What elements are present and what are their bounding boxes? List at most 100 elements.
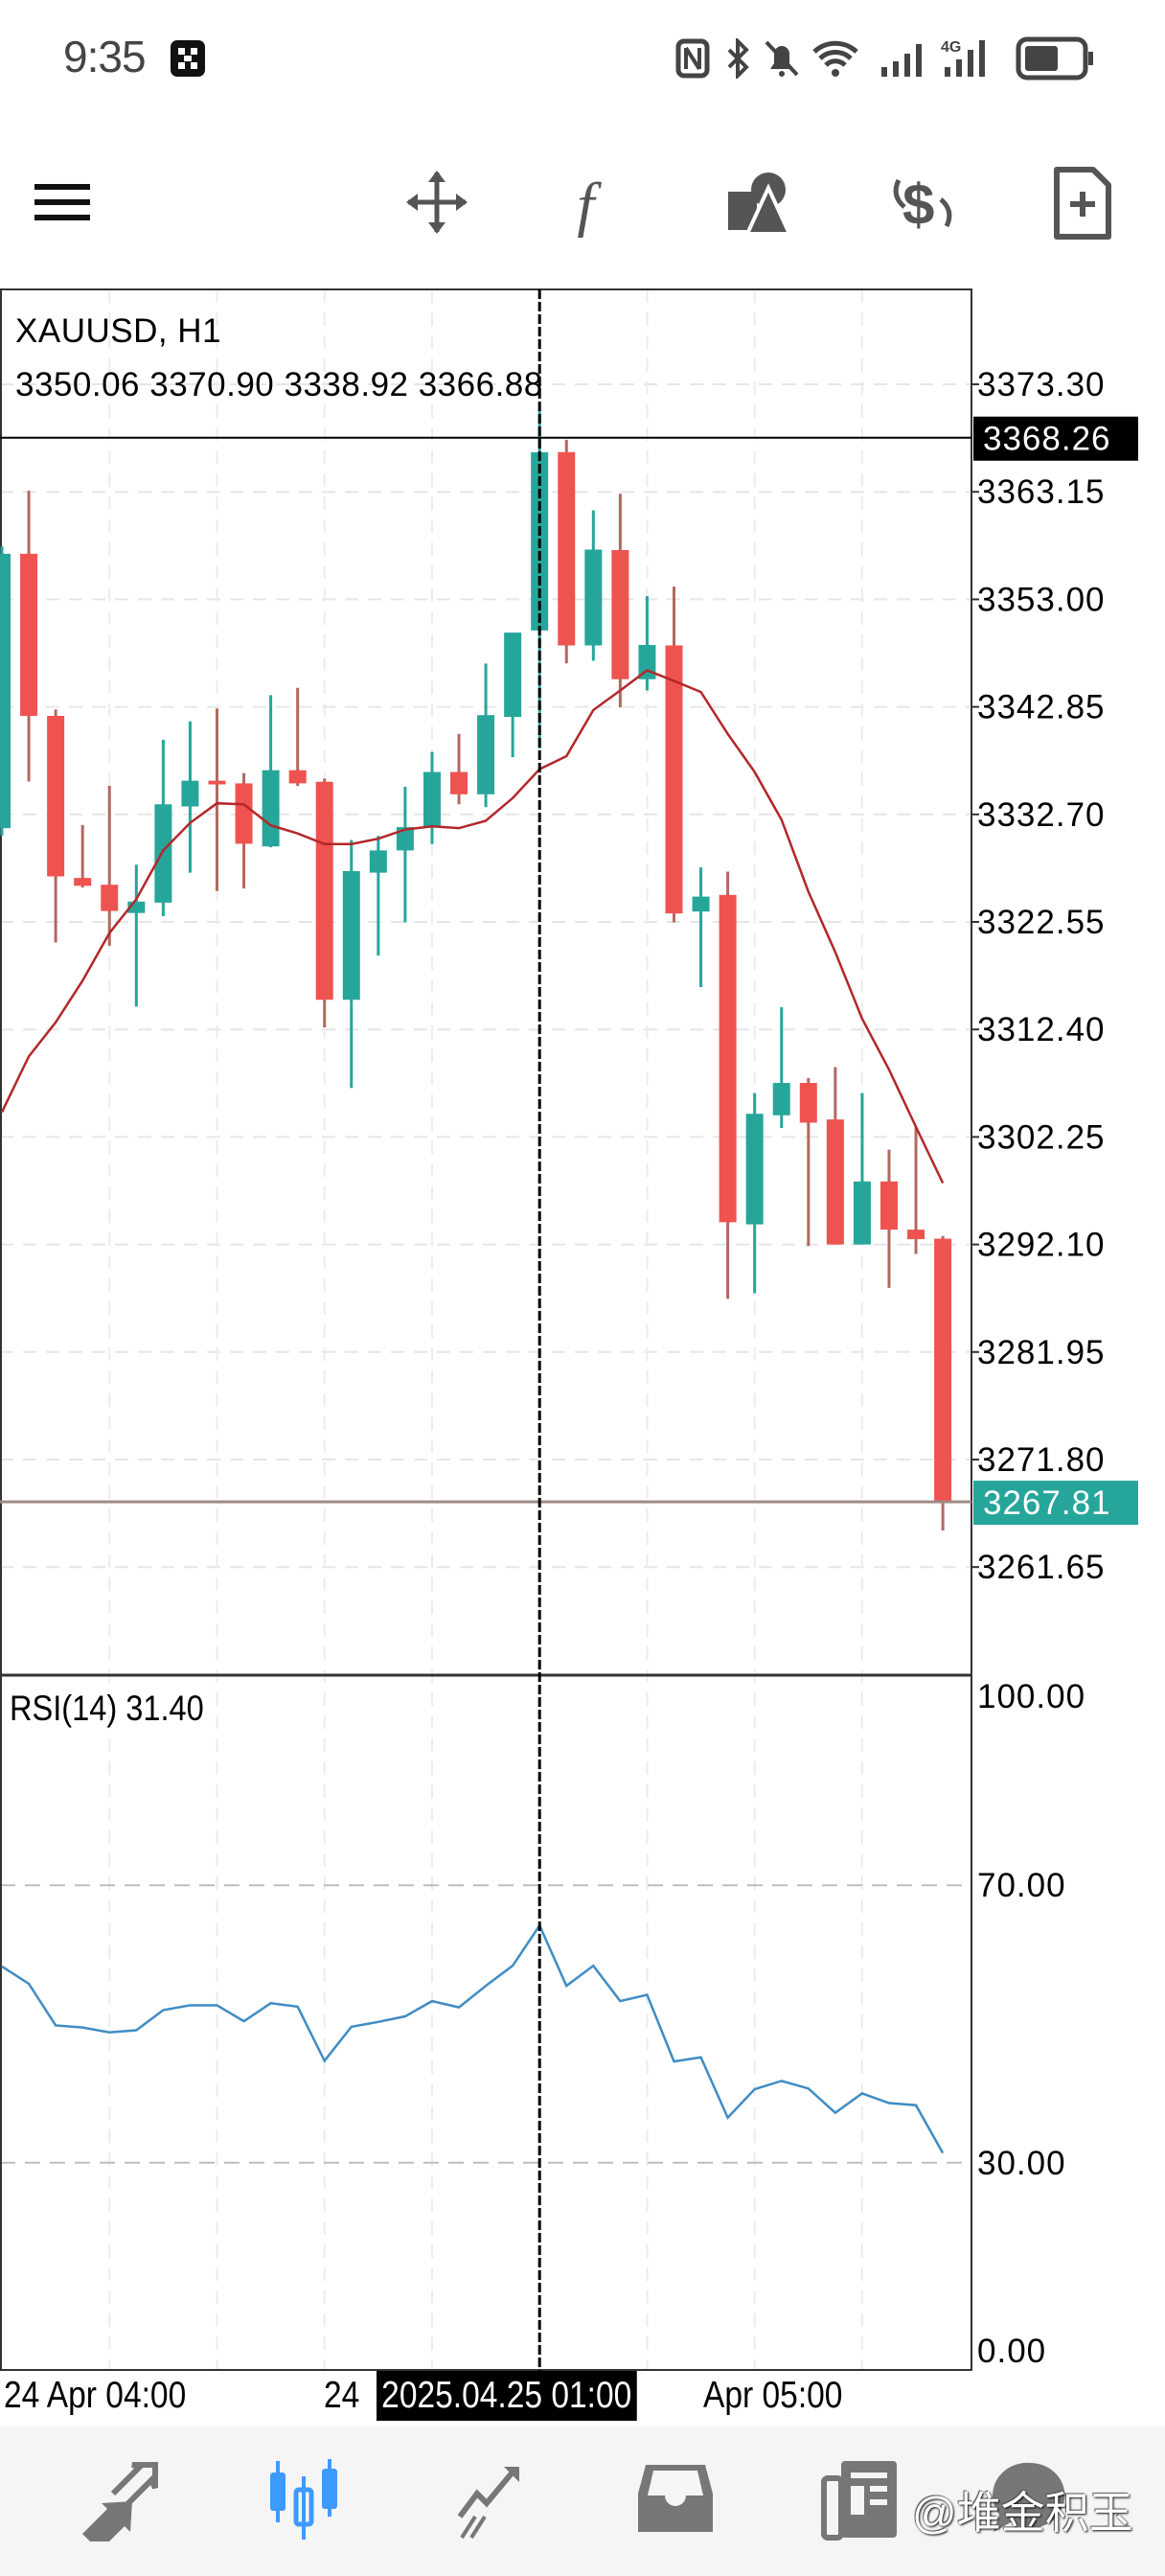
candle-body: [907, 1230, 925, 1240]
candle-body: [638, 645, 656, 679]
candle-body: [181, 780, 199, 807]
candle: [0, 546, 11, 836]
battery-icon: [1016, 36, 1093, 80]
chart-area[interactable]: 3373.30 3363.15 3353.00 3342.85 3332.70 3322.…: [0, 288, 1165, 2426]
candle-body: [692, 896, 710, 912]
candle-body: [342, 870, 360, 1000]
candle-body: [0, 553, 11, 829]
nav-quotes-icon[interactable]: [75, 2455, 161, 2542]
svg-text:f: f: [577, 171, 602, 238]
candle-body: [262, 770, 280, 847]
price-axis-label: 3271.80: [977, 1441, 1106, 1479]
candle: [799, 1078, 817, 1247]
candle: [504, 632, 522, 758]
candle-body: [719, 894, 737, 1223]
svg-text:$: $: [902, 172, 934, 237]
candle-body: [369, 850, 387, 873]
candle-body: [799, 1083, 817, 1123]
candle-body: [879, 1181, 898, 1230]
app-notification-icon: [171, 40, 205, 77]
time-axis-label: 24: [324, 2375, 360, 2416]
price-axis-label: 3332.70: [977, 796, 1106, 834]
price-axis-label: 3342.85: [977, 689, 1106, 726]
nav-messages-icon[interactable]: [987, 2455, 1073, 2542]
time-axis-label: 24 Apr 04:00: [4, 2375, 187, 2416]
candle-body: [826, 1119, 844, 1245]
4g-signal-icon: 4G: [941, 39, 985, 77]
status-time: 9:35: [63, 32, 147, 81]
time-axis-label: Apr 05:00: [703, 2375, 843, 2416]
candle: [288, 687, 307, 787]
candle-body: [504, 632, 522, 718]
candle: [934, 1235, 952, 1531]
rsi-indicator-label: RSI(14) 31.40: [10, 1689, 204, 1728]
svg-text:4G: 4G: [941, 39, 961, 56]
price-axis-label: 3261.65: [977, 1549, 1106, 1586]
nav-chart-icon[interactable]: [261, 2455, 347, 2542]
candle: [745, 1092, 764, 1294]
candle: [369, 836, 387, 956]
candle: [692, 867, 710, 987]
candle-body: [558, 451, 576, 646]
candle: [235, 772, 253, 889]
candle: [665, 586, 683, 923]
indicators-f-icon[interactable]: f: [571, 169, 619, 238]
candle: [853, 1092, 871, 1245]
price-axis-label: 3281.95: [977, 1334, 1106, 1371]
candle: [611, 494, 629, 708]
candle-body: [423, 771, 441, 828]
candle: [342, 840, 360, 1089]
chart-frame: [0, 288, 972, 2371]
candle: [826, 1067, 844, 1245]
candle: [584, 510, 603, 661]
bottom-nav: [0, 2426, 1165, 2576]
candle-body: [611, 550, 629, 679]
candle-body: [584, 549, 603, 646]
price-axis-label: 3322.55: [977, 904, 1106, 941]
wifi-icon: [812, 40, 858, 77]
objects-shapes-icon[interactable]: [726, 169, 793, 236]
nfc-icon: [675, 38, 710, 79]
candle: [315, 778, 333, 1027]
candle-body: [20, 553, 38, 716]
price-axis-label: 3292.10: [977, 1227, 1106, 1264]
mute-bell-icon: [765, 40, 799, 77]
nav-trade-icon[interactable]: [446, 2455, 533, 2542]
price-axis-label: 3363.15: [977, 473, 1106, 511]
candle-body: [235, 783, 253, 844]
candle: [719, 871, 737, 1300]
candle-body: [396, 827, 414, 851]
rsi-line: [1, 1922, 945, 2154]
rsi-axis-label: 0.00: [977, 2333, 1046, 2370]
rsi-axis-label: 100.00: [977, 1678, 1085, 1715]
last-price-box: [973, 1481, 1138, 1526]
symbol-switch-dollar-icon[interactable]: $: [885, 169, 962, 238]
candle-body: [208, 780, 226, 785]
menu-icon[interactable]: [33, 180, 94, 226]
candle-body: [74, 878, 92, 886]
candle: [638, 596, 656, 691]
chart-ohlc-values: 3350.06 3370.90 3338.92 3366.88: [15, 366, 543, 403]
candle-body: [853, 1181, 871, 1245]
watermark: @堆金积玉: [912, 2488, 1133, 2538]
candle: [558, 439, 576, 664]
price-axis-label: 3373.30: [977, 366, 1106, 403]
nav-history-icon[interactable]: [632, 2455, 719, 2542]
candle: [154, 739, 172, 917]
crosshair-price-box: [973, 416, 1138, 461]
nav-news-icon[interactable]: [818, 2455, 904, 2542]
candle: [20, 491, 38, 782]
templates-doc-plus-icon[interactable]: [1052, 165, 1113, 242]
candle-body: [477, 715, 495, 794]
candle-body: [47, 715, 65, 877]
candle: [423, 751, 441, 844]
candle: [47, 709, 65, 943]
candle: [907, 1126, 925, 1254]
candle: [208, 708, 226, 891]
rsi-axis-label: 30.00: [977, 2145, 1066, 2182]
candle: [477, 663, 495, 808]
candle: [101, 785, 119, 946]
crosshair-move-icon[interactable]: [404, 169, 469, 236]
candle: [127, 864, 146, 1007]
candle: [879, 1149, 898, 1288]
